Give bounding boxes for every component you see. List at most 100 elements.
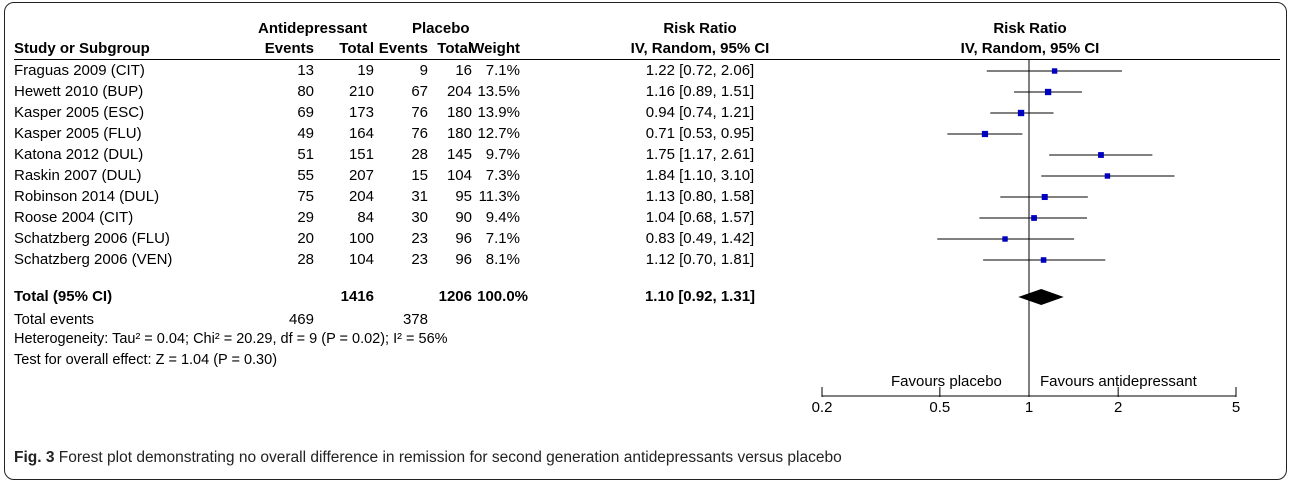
- study-name: Roose 2004 (CIT): [14, 209, 134, 226]
- weight: 13.9%: [477, 104, 520, 121]
- exp-total: 104: [348, 251, 374, 268]
- ctl-events: 76: [411, 125, 428, 142]
- exp-total: 173: [348, 104, 374, 121]
- exp-events: 69: [297, 104, 314, 121]
- total-exp-total: 1416: [340, 288, 374, 305]
- col-ctl-events: Events: [378, 40, 428, 57]
- study-name: Hewett 2010 (BUP): [14, 83, 144, 100]
- total-weight: 100.0%: [477, 288, 528, 305]
- risk-ratio-ci: 1.12 [0.70, 1.81]: [645, 251, 755, 268]
- ctl-total: 95: [455, 188, 472, 205]
- col-study: Study or Subgroup: [14, 40, 150, 57]
- ctl-total: 180: [446, 104, 472, 121]
- exp-events: 75: [297, 188, 314, 205]
- figure-caption: Fig. 3 Forest plot demonstrating no over…: [14, 449, 842, 467]
- ctl-total: 96: [455, 251, 472, 268]
- overall-effect-test: Test for overall effect: Z = 1.04 (P = 0…: [14, 352, 278, 368]
- risk-ratio-ci: 1.75 [1.17, 2.61]: [645, 146, 755, 163]
- caption-text: Forest plot demonstrating no overall dif…: [54, 449, 842, 466]
- risk-ratio-ci: 1.84 [1.10, 3.10]: [645, 167, 755, 184]
- weight: 12.7%: [477, 125, 520, 142]
- exp-total: 207: [348, 167, 374, 184]
- ctl-events: 28: [411, 146, 428, 163]
- col-rr-method: IV, Random, 95% CI: [630, 40, 770, 57]
- study-marker: [981, 130, 989, 138]
- study-marker: [1017, 109, 1025, 117]
- exp-total: 210: [348, 83, 374, 100]
- exp-events: 55: [297, 167, 314, 184]
- exp-events: 13: [297, 62, 314, 79]
- study-marker: [1051, 68, 1058, 74]
- study-marker: [1002, 236, 1008, 242]
- caption-label: Fig. 3: [14, 449, 55, 466]
- ctl-total: 180: [446, 125, 472, 142]
- exp-events: 51: [297, 146, 314, 163]
- study-marker: [1044, 88, 1052, 96]
- weight: 8.1%: [485, 251, 520, 268]
- ctl-total: 16: [455, 62, 472, 79]
- exp-total: 100: [348, 230, 374, 247]
- x-tick-label: 0.5: [929, 399, 950, 416]
- ctl-events: 67: [411, 83, 428, 100]
- weight: 7.1%: [485, 230, 520, 247]
- header-antidepressant: Antidepressant: [258, 20, 368, 37]
- favours-right-label: Favours antidepressant: [1040, 373, 1197, 390]
- risk-ratio-ci: 0.71 [0.53, 0.95]: [645, 125, 755, 142]
- ctl-total: 204: [446, 83, 472, 100]
- study-name: Katona 2012 (DUL): [14, 146, 144, 163]
- total-ctl-total: 1206: [438, 288, 472, 305]
- ctl-total: 90: [455, 209, 472, 226]
- weight: 9.7%: [485, 146, 520, 163]
- study-name: Schatzberg 2006 (VEN): [14, 251, 173, 268]
- weight: 7.1%: [485, 62, 520, 79]
- study-marker: [1040, 257, 1047, 263]
- x-tick-label: 0.2: [812, 399, 833, 416]
- x-tick-label: 1: [1025, 399, 1033, 416]
- total-label: Total (95% CI): [14, 288, 113, 305]
- study-marker: [1031, 215, 1037, 221]
- exp-total: 151: [348, 146, 374, 163]
- risk-ratio-ci: 1.22 [0.72, 2.06]: [645, 62, 755, 79]
- col-exp-total: Total: [339, 40, 374, 57]
- exp-events: 20: [297, 230, 314, 247]
- heterogeneity-stats: Heterogeneity: Tau² = 0.04; Chi² = 20.29…: [14, 331, 448, 347]
- ctl-events: 15: [411, 167, 428, 184]
- header-risk-ratio: Risk Ratio: [663, 20, 737, 37]
- header-placebo: Placebo: [412, 20, 470, 37]
- weight: 7.3%: [485, 167, 520, 184]
- study-name: Kasper 2005 (FLU): [14, 125, 142, 142]
- study-marker: [1041, 193, 1048, 201]
- exp-total: 19: [357, 62, 374, 79]
- x-tick-label: 5: [1232, 399, 1240, 416]
- figure-frame: [4, 2, 1287, 480]
- risk-ratio-ci: 1.13 [0.80, 1.58]: [645, 188, 755, 205]
- total-events-label: Total events: [14, 311, 95, 328]
- pooled-diamond: [1018, 289, 1064, 305]
- study-name: Schatzberg 2006 (FLU): [14, 230, 170, 247]
- total-risk-ratio: 1.10 [0.92, 1.31]: [644, 288, 756, 305]
- study-marker: [1104, 173, 1111, 179]
- col-plot-method: IV, Random, 95% CI: [960, 40, 1100, 57]
- exp-events: 29: [297, 209, 314, 226]
- risk-ratio-ci: 0.94 [0.74, 1.21]: [645, 104, 755, 121]
- study-name: Kasper 2005 (ESC): [14, 104, 145, 121]
- ctl-total: 104: [446, 167, 472, 184]
- risk-ratio-ci: 0.83 [0.49, 1.42]: [645, 230, 755, 247]
- total-events-exp: 469: [288, 311, 314, 328]
- exp-total: 84: [357, 209, 374, 226]
- weight: 13.5%: [477, 83, 520, 100]
- exp-events: 49: [297, 125, 314, 142]
- weight: 11.3%: [478, 188, 520, 205]
- ctl-events: 76: [411, 104, 428, 121]
- exp-total: 164: [348, 125, 374, 142]
- ctl-events: 23: [411, 251, 428, 268]
- col-exp-events: Events: [264, 40, 314, 57]
- col-weight: Weight: [470, 40, 520, 57]
- exp-events: 28: [297, 251, 314, 268]
- ctl-events: 9: [419, 62, 428, 79]
- ctl-total: 145: [446, 146, 472, 163]
- weight: 9.4%: [485, 209, 520, 226]
- study-name: Robinson 2014 (DUL): [14, 188, 160, 205]
- favours-left-label: Favours placebo: [891, 373, 1002, 390]
